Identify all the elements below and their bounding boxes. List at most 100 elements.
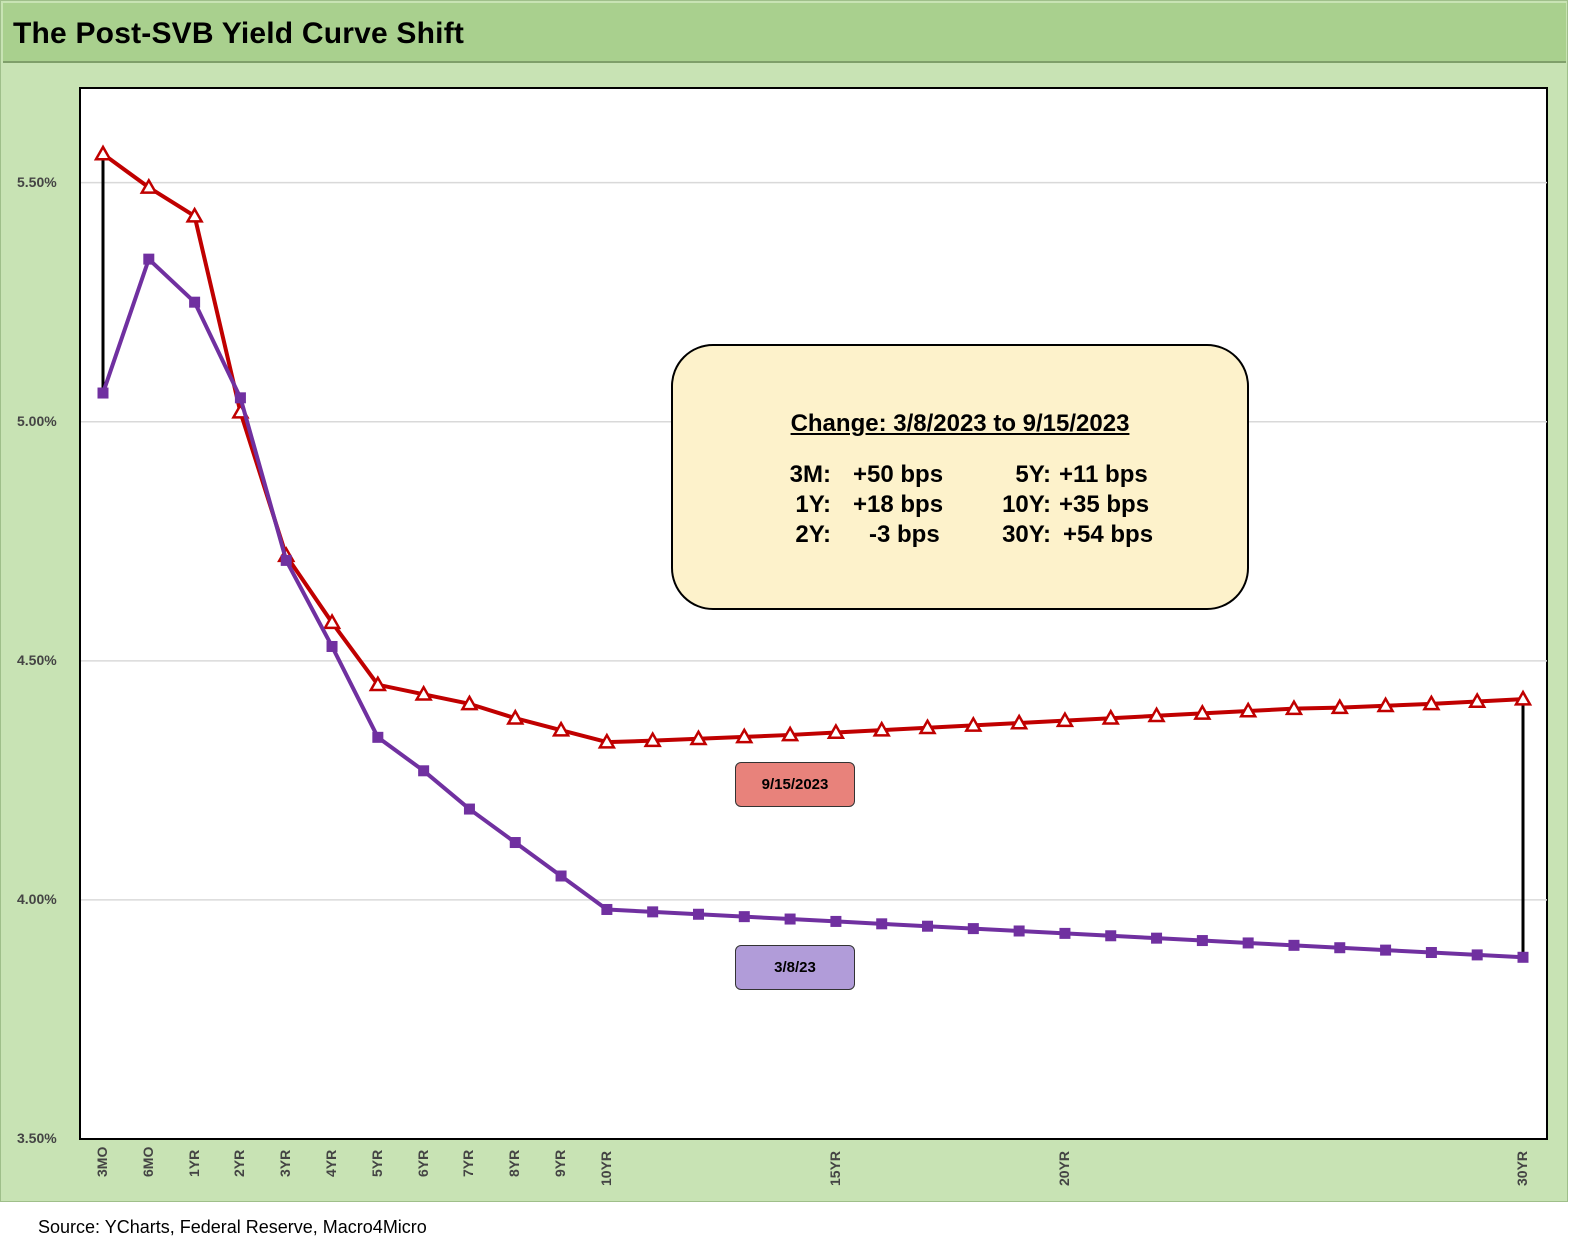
data-point-triangle bbox=[689, 729, 708, 746]
change-row-3-right-term: 30Y: bbox=[1002, 521, 1051, 548]
data-point-square bbox=[1471, 949, 1483, 961]
data-point-square bbox=[509, 837, 521, 849]
data-point-triangle bbox=[780, 725, 800, 742]
y-tick-label: 4.50% bbox=[17, 651, 57, 668]
data-point-triangle bbox=[964, 715, 983, 732]
data-point-triangle bbox=[597, 732, 617, 749]
data-point-square bbox=[418, 765, 430, 777]
data-point-square bbox=[1288, 939, 1300, 951]
data-point-triangle bbox=[322, 613, 342, 630]
x-tick-label: 3MO bbox=[94, 1146, 110, 1177]
data-point-square bbox=[234, 392, 246, 404]
data-point-triangle bbox=[506, 708, 525, 725]
change-row-2-left-term: 1Y: bbox=[795, 491, 831, 518]
data-point-square bbox=[738, 911, 750, 923]
data-point-square bbox=[1196, 935, 1208, 947]
change-summary-title: Change: 3/8/2023 to 9/15/2023 bbox=[790, 410, 1130, 437]
data-point-square bbox=[1334, 942, 1346, 954]
data-point-triangle bbox=[1101, 708, 1120, 725]
data-point-square bbox=[601, 903, 613, 915]
x-tick-label: 15YR bbox=[826, 1150, 843, 1186]
change-row-3-left-value: -3 bps bbox=[869, 521, 940, 548]
data-point-square bbox=[97, 387, 109, 399]
change-row-3-left-term: 2Y: bbox=[795, 521, 831, 548]
data-point-square bbox=[326, 640, 338, 652]
title-bar: The Post-SVB Yield Curve Shift bbox=[3, 3, 1566, 63]
data-point-triangle bbox=[93, 144, 113, 161]
data-point-triangle bbox=[1422, 694, 1441, 711]
chart-frame: The Post-SVB Yield Curve Shift 3.50% 4.00… bbox=[0, 0, 1568, 1202]
y-tick-label: 5.00% bbox=[17, 412, 57, 429]
change-row-2-right-value: +35 bps bbox=[1059, 491, 1150, 518]
series-label-mar-2023: 3/8/23 bbox=[735, 945, 855, 990]
change-row-1-right-value: +11 bps bbox=[1059, 461, 1148, 488]
data-point-triangle bbox=[918, 718, 937, 735]
data-point-triangle bbox=[1376, 696, 1395, 713]
data-point-triangle bbox=[735, 727, 754, 744]
x-tick-label: 1YR bbox=[185, 1149, 202, 1177]
data-point-triangle bbox=[1147, 706, 1166, 723]
y-tick-label: 4.00% bbox=[17, 890, 57, 907]
data-point-triangle bbox=[1009, 713, 1029, 730]
x-tick-label: 3YR bbox=[277, 1149, 294, 1177]
data-point-square bbox=[647, 906, 659, 918]
x-tick-label: 10YR bbox=[597, 1150, 614, 1186]
series-line-1 bbox=[101, 257, 1524, 960]
data-point-triangle bbox=[551, 720, 571, 737]
change-row-2-right-term: 10Y: bbox=[1002, 491, 1051, 518]
data-point-square bbox=[1013, 925, 1025, 937]
x-tick-label: 4YR bbox=[323, 1149, 340, 1177]
x-tick-label: 6YR bbox=[414, 1149, 431, 1177]
data-point-square bbox=[1517, 951, 1529, 963]
data-point-square bbox=[555, 870, 567, 882]
data-point-triangle bbox=[1055, 711, 1075, 728]
data-point-triangle bbox=[368, 675, 387, 692]
series-label-sep-2023: 9/15/2023 bbox=[735, 762, 855, 807]
series-line-0 bbox=[101, 152, 1524, 745]
data-point-square bbox=[922, 920, 934, 932]
x-tick-label: 30YR bbox=[1514, 1150, 1530, 1186]
x-tick-label: 5YR bbox=[368, 1149, 385, 1177]
data-point-square bbox=[1242, 937, 1254, 949]
data-point-square bbox=[463, 803, 475, 815]
data-point-square bbox=[372, 731, 384, 743]
data-point-square bbox=[784, 913, 796, 925]
data-point-triangle bbox=[643, 731, 662, 748]
change-row-1-left-term: 3M: bbox=[789, 461, 831, 488]
data-point-triangle bbox=[826, 723, 846, 740]
data-point-square bbox=[1380, 944, 1392, 956]
data-point-triangle bbox=[872, 720, 891, 737]
data-point-square bbox=[876, 918, 888, 930]
change-row-3-right-value: +54 bps bbox=[1063, 521, 1154, 548]
source-note: Source: YCharts, Federal Reserve, Macro4… bbox=[38, 1217, 427, 1237]
data-point-triangle bbox=[1284, 699, 1304, 716]
data-point-square bbox=[1151, 932, 1163, 944]
data-point-square bbox=[692, 908, 704, 920]
x-tick-label: 9YR bbox=[552, 1149, 569, 1177]
x-tick-label: 2YR bbox=[231, 1149, 248, 1177]
data-point-triangle bbox=[185, 206, 204, 223]
x-tick-label: 7YR bbox=[460, 1149, 477, 1177]
change-row-2-left-value: +18 bps bbox=[853, 491, 944, 518]
data-point-square bbox=[143, 253, 155, 265]
data-point-square bbox=[830, 915, 842, 927]
data-point-square bbox=[967, 923, 979, 935]
x-tick-label: 6MO bbox=[139, 1146, 156, 1177]
y-tick-label: 3.50% bbox=[17, 1130, 57, 1146]
data-point-triangle bbox=[414, 684, 433, 701]
data-point-triangle bbox=[1513, 689, 1533, 706]
x-tick-label: 20YR bbox=[1055, 1150, 1072, 1186]
data-point-triangle bbox=[1239, 701, 1258, 718]
data-point-triangle bbox=[1468, 691, 1487, 708]
data-point-square bbox=[189, 296, 201, 308]
change-summary-box: Change: 3/8/2023 to 9/15/2023 3M: +50 bp… bbox=[671, 344, 1249, 610]
data-point-triangle bbox=[139, 177, 158, 194]
data-point-square bbox=[1059, 927, 1071, 939]
data-point-triangle bbox=[1330, 698, 1349, 715]
data-point-square bbox=[1105, 930, 1117, 942]
change-row-1-left-value: +50 bps bbox=[853, 461, 944, 488]
chart-svg bbox=[81, 144, 1547, 963]
data-point-square bbox=[1425, 947, 1437, 959]
data-point-square bbox=[280, 554, 292, 566]
y-tick-label: 5.50% bbox=[17, 173, 57, 190]
